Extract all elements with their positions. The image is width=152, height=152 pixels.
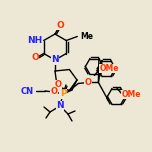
Text: N: N — [51, 55, 59, 64]
Text: O: O — [50, 88, 57, 97]
Text: Me: Me — [80, 32, 93, 41]
Text: NH: NH — [28, 36, 43, 45]
Text: O: O — [57, 21, 64, 30]
Text: CN: CN — [21, 86, 34, 95]
Text: P: P — [60, 90, 66, 98]
Text: O: O — [85, 78, 92, 87]
Text: O: O — [31, 54, 39, 62]
Text: O: O — [55, 80, 62, 89]
Text: OMe: OMe — [99, 64, 119, 73]
Text: N: N — [56, 102, 64, 111]
Text: OMe: OMe — [121, 90, 141, 99]
